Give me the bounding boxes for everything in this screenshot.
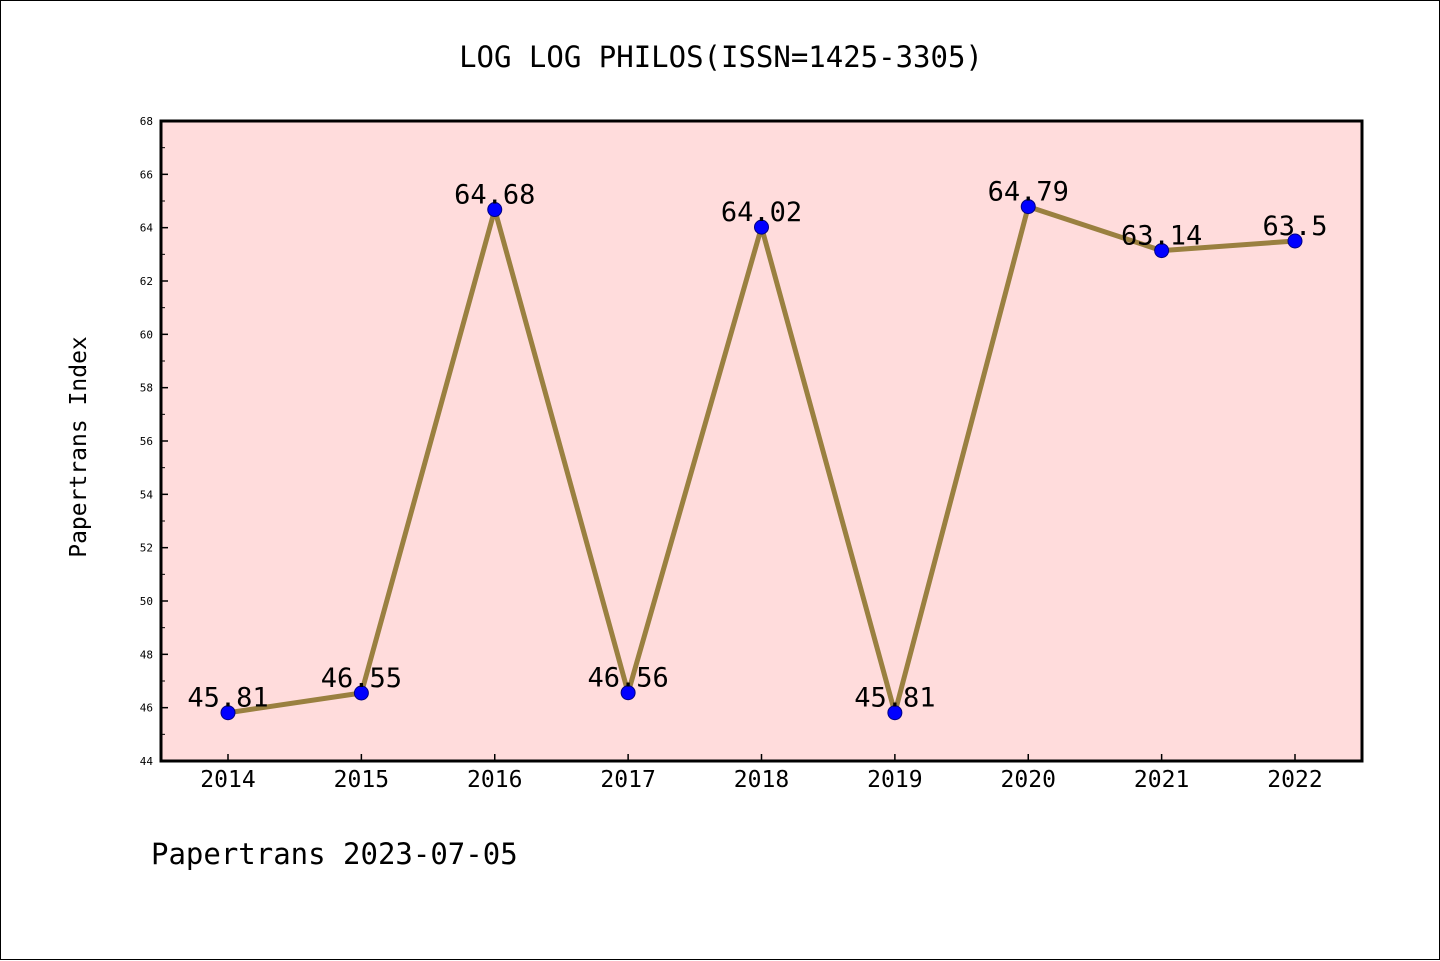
x-tick-label: 2022 [1267, 767, 1322, 793]
data-label: 45.81 [187, 683, 268, 714]
data-markers [220, 199, 1303, 721]
data-labels: 45.81 46.55 64.68 46.56 64.02 45.81 64.79 63.14… [187, 177, 1327, 714]
x-tick-label: 2016 [467, 767, 522, 793]
y-tick-label: 64 [140, 222, 154, 235]
y-tick-label: 60 [140, 328, 153, 341]
data-point [754, 219, 769, 235]
data-point [887, 705, 903, 721]
data-point [1287, 233, 1303, 249]
y-tick-label: 50 [140, 595, 153, 608]
data-label: 45.81 [854, 683, 935, 714]
data-point [487, 202, 503, 218]
x-tick-label: 2015 [334, 767, 389, 793]
y-axis-ticks: 44 46 48 50 52 54 56 58 60 62 64 66 68 [140, 115, 168, 768]
y-tick-label: 68 [140, 115, 153, 128]
data-label: 64.68 [454, 180, 535, 211]
y-tick-label: 56 [140, 435, 153, 448]
y-axis-label: Papertrans Index [66, 336, 92, 558]
chart-title: LOG LOG PHILOS(ISSN=1425-3305) [459, 40, 983, 74]
data-label: 63.14 [1121, 221, 1202, 252]
data-label: 46.56 [587, 663, 668, 694]
x-tick-label: 2021 [1134, 767, 1189, 793]
data-point [353, 685, 369, 701]
y-tick-label: 54 [140, 488, 154, 501]
y-tick-label: 66 [140, 168, 153, 181]
data-point [220, 705, 236, 721]
data-label: 46.55 [321, 663, 402, 694]
y-tick-label: 44 [140, 755, 154, 768]
y-tick-label: 58 [140, 382, 153, 395]
data-label: 63.5 [1262, 211, 1327, 242]
data-point [620, 685, 636, 701]
data-point [1020, 199, 1036, 215]
x-tick-label: 2019 [867, 767, 922, 793]
data-point [1154, 243, 1170, 259]
y-tick-label: 48 [140, 648, 153, 661]
x-axis-ticks: 2014 2015 2016 2017 2018 2019 2020 2021 2022 [200, 754, 1323, 793]
x-tick-label: 2020 [1001, 767, 1056, 793]
data-label: 64.79 [988, 177, 1069, 208]
footer-text: Papertrans 2023-07-05 [151, 837, 518, 871]
x-tick-label: 2017 [600, 767, 655, 793]
y-tick-label: 62 [140, 275, 153, 288]
y-tick-label: 52 [140, 542, 153, 555]
data-label: 64.02 [721, 197, 802, 228]
x-tick-label: 2018 [734, 767, 789, 793]
x-tick-label: 2014 [200, 767, 255, 793]
y-tick-label: 46 [140, 702, 153, 715]
plot-border [159, 119, 1364, 763]
